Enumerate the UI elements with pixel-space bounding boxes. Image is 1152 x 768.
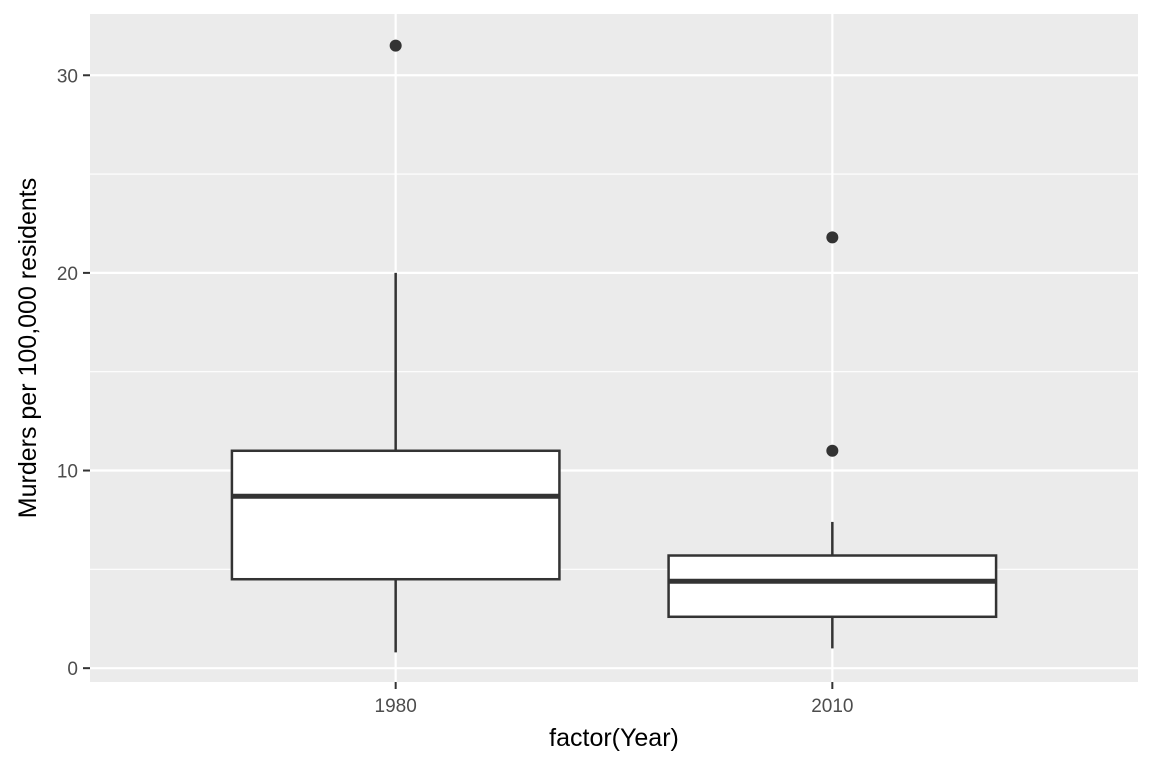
iqr-box (667, 554, 998, 619)
boxes (230, 39, 998, 653)
iqr-box (230, 449, 561, 581)
x-tick-label: 1980 (375, 696, 417, 717)
x-axis-ticks: 1980 2010 (375, 682, 853, 717)
y-axis-title: Murders per 100,000 residents (14, 178, 42, 518)
y-tick-label: 0 (67, 659, 78, 680)
y-tick-label: 10 (57, 462, 78, 483)
y-tick-label: 30 (57, 66, 78, 87)
box-1980 (230, 39, 561, 653)
x-axis-title: factor(Year) (549, 724, 679, 752)
box-2010 (667, 231, 998, 649)
outlier-point (389, 39, 402, 52)
outlier-point (826, 444, 839, 457)
x-tick-label: 2010 (811, 696, 853, 717)
y-tick-label: 20 (57, 264, 78, 285)
y-axis-ticks: 0 10 20 30 (57, 66, 90, 680)
outlier-point (826, 231, 839, 244)
